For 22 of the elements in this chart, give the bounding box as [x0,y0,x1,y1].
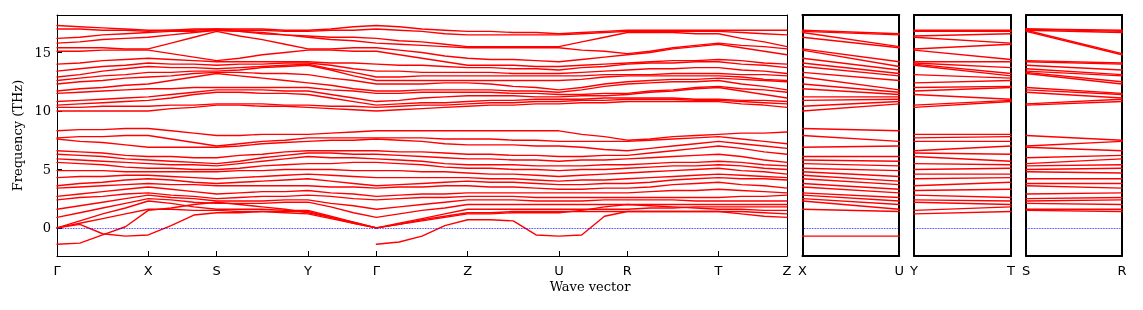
x-tick-label: R [622,263,632,278]
x-tick-label: X [143,263,153,278]
y-axis-title: Frequency (THz) [9,79,25,192]
x-tick-label: U [894,263,904,278]
x-tick-label: Z [782,263,792,278]
x-tick-label: T [1006,263,1016,278]
x-axis-title: Wave vector [549,279,632,294]
x-tick-label: Γ [53,263,62,278]
x-tick-label: T [713,263,723,278]
x-tick-label: Y [909,263,919,278]
x-tick-label: U [554,263,564,278]
y-tick-label: 15 [34,44,51,60]
x-tick-label: S [212,263,221,278]
x-tick-label: Γ [372,263,381,278]
y-tick-label: 0 [42,220,51,236]
y-tick-label: 5 [42,161,51,177]
x-tick-label: Z [463,263,473,278]
x-tick-label: S [1021,263,1031,278]
x-tick-label: Y [302,263,312,278]
y-tick-label: 10 [34,103,51,119]
x-tick-label: X [798,263,807,278]
x-tick-label: R [1117,263,1127,278]
